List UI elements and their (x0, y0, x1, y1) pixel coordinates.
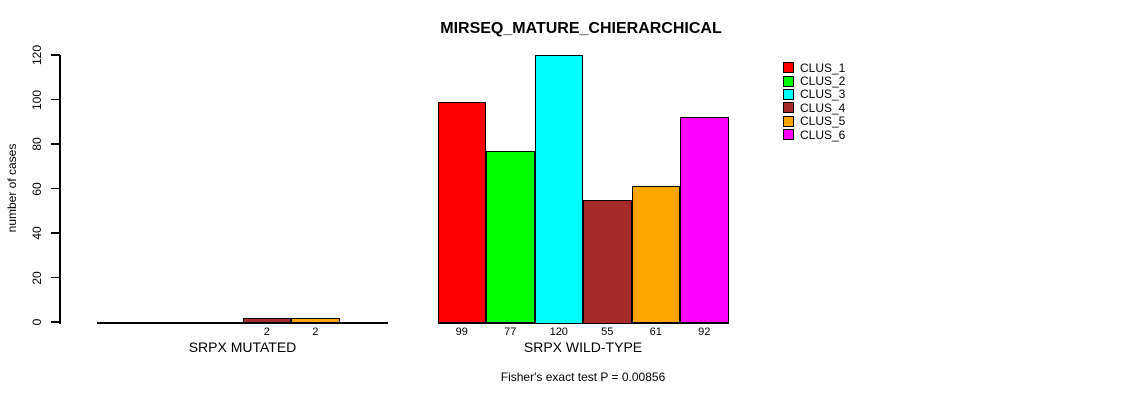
annotation-text: Fisher's exact test P = 0.00856 (500, 370, 666, 384)
category-label: SRPX WILD-TYPE (523, 339, 643, 355)
legend-label: CLUS_6 (800, 127, 846, 142)
category-label: SRPX MUTATED (188, 339, 297, 355)
y-axis-tick-label: 20 (30, 270, 44, 285)
y-axis-tick (51, 321, 60, 323)
y-axis-tick-label: 120 (30, 44, 44, 66)
y-axis-tick-label: 80 (30, 137, 44, 151)
bar-clus_2 (486, 150, 535, 324)
bar-value-label: 2 (263, 326, 270, 338)
y-axis-tick (51, 276, 60, 279)
bar-clus_5 (631, 186, 680, 324)
legend: CLUS_1 CLUS_2 CLUS_3 CLUS_4 CLUS_5 CLUS_6 (783, 60, 846, 142)
y-axis-tick (51, 187, 60, 190)
legend-item: CLUS_3 (783, 87, 846, 102)
y-axis-tick-label: 0 (30, 318, 44, 326)
legend-label: CLUS_5 (800, 114, 846, 129)
legend-item: CLUS_1 (783, 60, 846, 75)
bar-value-label: 120 (549, 326, 568, 338)
bar-value-label: 92 (698, 326, 711, 338)
bar-value-label: 55 (601, 326, 614, 338)
y-axis-tick-label: 100 (30, 89, 44, 110)
bar-clus_6 (680, 117, 729, 324)
legend-swatch (783, 62, 794, 74)
legend-swatch (783, 88, 794, 100)
bar-clus_4 (583, 199, 632, 324)
legend-swatch (783, 115, 794, 127)
y-axis-tick (51, 232, 60, 234)
y-axis-title: number of cases (5, 143, 19, 233)
y-axis-tick (51, 54, 60, 56)
legend-item: CLUS_5 (783, 114, 846, 129)
legend-label: CLUS_3 (800, 87, 846, 102)
bar-value-label: 61 (649, 326, 662, 338)
bar-clus_3 (534, 55, 583, 324)
legend-label: CLUS_1 (800, 60, 846, 75)
bar-clus_4 (242, 317, 291, 324)
legend-swatch (783, 75, 794, 87)
bar-value-label: 77 (504, 326, 517, 338)
legend-item: CLUS_6 (783, 127, 846, 142)
bar-value-label: 2 (312, 326, 319, 338)
legend-label: CLUS_4 (800, 100, 846, 115)
y-axis-tick (51, 98, 60, 101)
legend-item: CLUS_4 (783, 100, 846, 115)
legend-swatch (783, 129, 794, 141)
legend-label: CLUS_2 (800, 74, 846, 89)
bar-value-label: 99 (455, 326, 468, 338)
bar-clus_1 (437, 101, 486, 324)
y-axis-tick (51, 143, 60, 145)
bar-clus_5 (291, 317, 340, 324)
legend-swatch (783, 102, 794, 114)
legend-item: CLUS_2 (783, 74, 846, 89)
y-axis-tick-label: 40 (30, 226, 44, 240)
chart-title: MIRSEQ_MATURE_CHIERARCHICAL (440, 20, 722, 37)
y-axis-tick-label: 60 (30, 181, 44, 196)
